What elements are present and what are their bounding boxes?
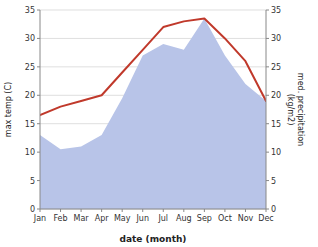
x-tick-label: May <box>114 214 131 223</box>
y2-tick-label: 25 <box>271 63 281 72</box>
grid-line <box>40 209 266 210</box>
y2-tick <box>266 123 269 124</box>
y2-axis-label: med. precipitation(kg/m2) <box>286 73 305 146</box>
axes: JanFebMarAprMayJunJulAugSepOctNovDec0510… <box>25 6 281 223</box>
y-tick <box>37 209 40 210</box>
y2-tick <box>266 10 269 11</box>
y2-tick <box>266 180 269 181</box>
x-tick <box>224 209 225 212</box>
x-axis-line <box>40 209 266 210</box>
y-tick-label: 10 <box>25 148 35 157</box>
x-tick-label: Jul <box>157 214 168 223</box>
x-tick-label: Feb <box>53 214 67 223</box>
x-tick <box>122 209 123 212</box>
x-tick-label: Mar <box>74 214 90 223</box>
y-tick-label: 35 <box>25 6 35 15</box>
x-tick-label: Apr <box>95 214 110 223</box>
y-tick-label: 25 <box>25 63 35 72</box>
x-tick <box>60 209 61 212</box>
y2-tick-label: 35 <box>271 6 281 15</box>
y2-tick <box>266 209 269 210</box>
x-tick <box>204 209 205 212</box>
y-tick-label: 20 <box>25 91 35 100</box>
y2-tick-label: 10 <box>271 148 281 157</box>
y2-tick-label: 15 <box>271 120 281 129</box>
y-tick <box>37 66 40 67</box>
x-tick <box>142 209 143 212</box>
y-tick-label: 15 <box>25 120 35 129</box>
x-tick <box>101 209 102 212</box>
x-tick <box>183 209 184 212</box>
x-tick-label: Jan <box>33 214 46 223</box>
x-tick-label: Jun <box>135 214 149 223</box>
x-tick-label: Sep <box>197 214 212 223</box>
y-tick-label: 0 <box>30 205 35 214</box>
x-axis-label: date (month) <box>120 234 187 244</box>
y-tick <box>37 38 40 39</box>
y2-tick-label: 30 <box>271 34 281 43</box>
x-tick-label: Oct <box>218 214 232 223</box>
y-axis-label: max temp (C) <box>4 82 13 137</box>
x-tick-label: Dec <box>258 214 273 223</box>
x-tick <box>163 209 164 212</box>
y-tick <box>37 180 40 181</box>
y2-tick <box>266 95 269 96</box>
y-tick <box>37 123 40 124</box>
y-tick-label: 30 <box>25 34 35 43</box>
x-tick-label: Aug <box>176 214 192 223</box>
y2-tick <box>266 152 269 153</box>
y2-tick-label: 5 <box>271 177 276 186</box>
y2-tick <box>266 38 269 39</box>
y2-tick-label: 20 <box>271 91 281 100</box>
y-tick <box>37 10 40 11</box>
y-tick <box>37 95 40 96</box>
chart: JanFebMarAprMayJunJulAugSepOctNovDec0510… <box>0 0 318 247</box>
x-tick <box>245 209 246 212</box>
y-axis-line <box>40 10 41 209</box>
x-tick <box>81 209 82 212</box>
y2-tick-label: 0 <box>271 205 276 214</box>
plot-area <box>40 19 266 209</box>
grid-line <box>40 10 266 11</box>
area <box>40 19 266 209</box>
grid <box>40 10 266 209</box>
x-tick-label: Nov <box>238 214 254 223</box>
y-tick-label: 5 <box>30 177 35 186</box>
line <box>40 19 266 116</box>
y2-tick <box>266 66 269 67</box>
y-tick <box>37 152 40 153</box>
y2-axis-line <box>266 10 267 209</box>
